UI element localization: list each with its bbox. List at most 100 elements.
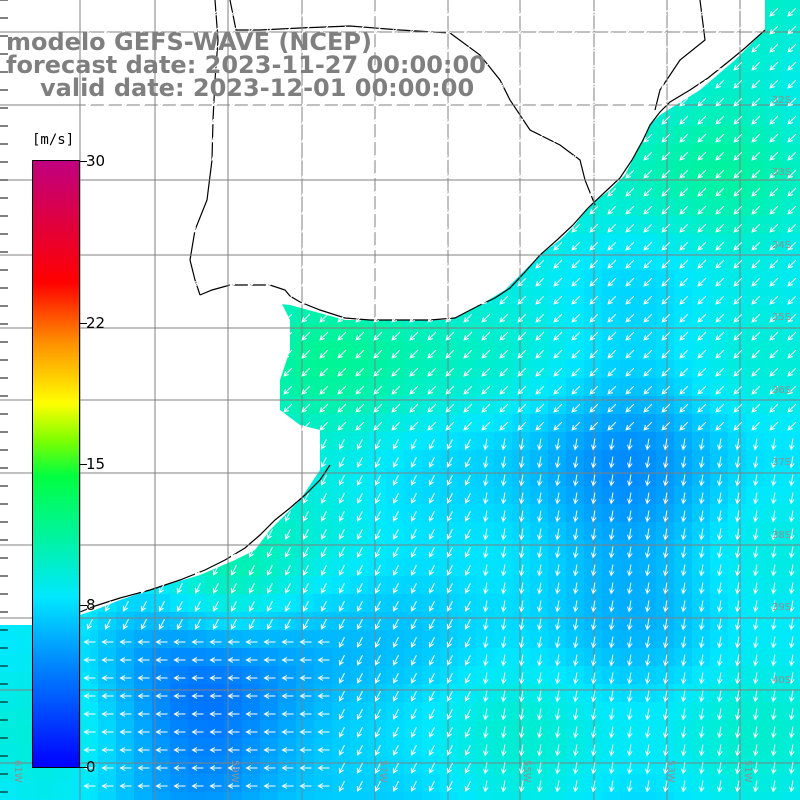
wind-arrow xyxy=(247,223,257,233)
wind-arrow xyxy=(607,205,617,215)
wind-arrow xyxy=(320,438,327,450)
wind-arrow xyxy=(355,115,365,125)
wind-arrow xyxy=(464,672,471,684)
map-title-valid-date: valid date: 2023-12-01 00:00:00 xyxy=(40,74,475,102)
wind-arrow xyxy=(573,744,579,757)
wind-arrow xyxy=(717,528,723,541)
wind-arrow xyxy=(445,259,455,269)
wind-arrow xyxy=(733,295,743,305)
wind-arrow xyxy=(266,546,273,558)
wind-speed-cell xyxy=(116,792,135,800)
wind-speed-cell xyxy=(494,360,513,379)
wind-speed-cell xyxy=(458,756,477,775)
wind-speed-cell xyxy=(782,594,800,613)
wind-arrow xyxy=(193,79,203,89)
wind-arrow xyxy=(283,295,293,305)
wind-arrow xyxy=(771,744,777,757)
wind-arrow xyxy=(661,277,671,287)
wind-speed-cell xyxy=(494,396,513,415)
wind-speed-cell xyxy=(584,378,603,397)
wind-speed-cell xyxy=(548,594,567,613)
wind-speed-cell xyxy=(116,630,135,649)
wind-arrow xyxy=(751,331,761,341)
wind-speed-cell xyxy=(764,252,783,271)
wind-speed-cell xyxy=(458,360,477,379)
wind-arrow xyxy=(356,582,363,594)
wind-speed-cell xyxy=(782,576,800,595)
wind-speed-cell xyxy=(674,234,693,253)
wind-arrow xyxy=(265,403,275,413)
wind-speed-cell xyxy=(548,738,567,757)
wind-speed-cell xyxy=(476,324,495,343)
wind-arrow xyxy=(301,61,311,71)
wind-speed-cell xyxy=(422,594,441,613)
wind-speed-cell xyxy=(350,648,369,667)
wind-arrow xyxy=(519,780,525,793)
wind-speed-cell xyxy=(18,762,37,781)
wind-arrow xyxy=(573,528,579,541)
wind-speed-cell xyxy=(656,486,675,505)
wind-speed-cell xyxy=(224,666,243,685)
wind-speed-cell xyxy=(440,342,459,361)
wind-speed-cell xyxy=(440,666,459,685)
wind-speed-cell xyxy=(710,666,729,685)
wind-speed-cell xyxy=(746,162,765,181)
wind-speed-cell xyxy=(188,792,207,800)
wind-arrow xyxy=(627,726,633,739)
wind-speed-cell xyxy=(134,720,153,739)
wind-speed-cell xyxy=(530,666,549,685)
wind-speed-cell xyxy=(242,792,261,800)
wind-speed-cell xyxy=(152,594,171,613)
wind-arrow xyxy=(517,259,527,269)
wind-speed-cell xyxy=(530,504,549,523)
wind-speed-cell xyxy=(530,396,549,415)
wind-arrow xyxy=(679,385,689,395)
wind-speed-cell xyxy=(332,486,351,505)
wind-speed-cell xyxy=(332,630,351,649)
wind-arrow xyxy=(589,403,599,413)
wind-arrow xyxy=(589,187,599,197)
wind-arrow xyxy=(609,726,615,739)
wind-arrow xyxy=(607,367,617,377)
wind-arrow xyxy=(373,7,383,17)
wind-arrow xyxy=(140,618,147,630)
wind-speed-cell xyxy=(656,630,675,649)
wind-arrow xyxy=(589,349,599,359)
wind-arrow xyxy=(283,205,293,215)
wind-arrow xyxy=(374,654,381,666)
wind-arrow xyxy=(227,783,240,789)
wind-speed-cell xyxy=(458,612,477,631)
wind-arrow xyxy=(537,654,543,667)
wind-speed-cell xyxy=(350,396,369,415)
wind-speed-cell xyxy=(692,774,711,793)
wind-arrow xyxy=(645,672,651,685)
wind-arrow xyxy=(535,331,545,341)
wind-arrow xyxy=(122,582,129,594)
wind-arrow xyxy=(481,25,491,35)
wind-arrow xyxy=(715,7,725,17)
wind-arrow xyxy=(409,43,419,53)
wind-speed-cell xyxy=(188,684,207,703)
wind-arrow xyxy=(373,223,383,233)
wind-speed-cell xyxy=(728,738,747,757)
wind-speed-cell xyxy=(638,612,657,631)
wind-speed-cell xyxy=(278,648,297,667)
wind-arrow xyxy=(319,349,329,359)
wind-arrow xyxy=(302,474,309,486)
wind-arrow xyxy=(643,385,653,395)
wind-arrow xyxy=(645,510,651,523)
wind-speed-cell xyxy=(566,270,585,289)
wind-arrow xyxy=(697,403,707,413)
wind-arrow xyxy=(609,438,615,451)
wind-speed-cell xyxy=(656,288,675,307)
wind-arrow xyxy=(319,223,329,233)
wind-arrow xyxy=(337,385,347,395)
wind-arrow xyxy=(751,223,761,233)
wind-speed-cell xyxy=(692,144,711,163)
wind-speed-cell xyxy=(620,504,639,523)
wind-arrow xyxy=(535,133,545,143)
wind-speed-cell xyxy=(638,198,657,217)
wind-arrow xyxy=(464,474,471,486)
wind-arrow xyxy=(85,367,95,377)
wind-speed-cell xyxy=(782,612,800,631)
